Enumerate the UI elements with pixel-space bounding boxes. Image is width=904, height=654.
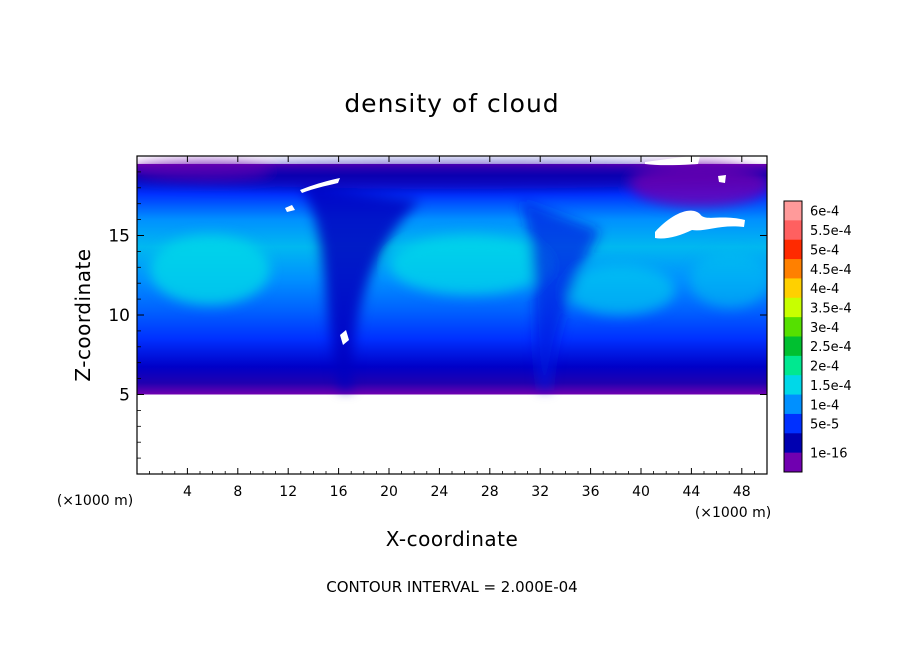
x-tick-label: 24	[430, 484, 448, 500]
cyan-core-mid	[390, 235, 550, 295]
colorbar-swatch	[784, 278, 802, 299]
x-tick-label: 36	[582, 484, 600, 500]
x-tick-label: 16	[330, 484, 348, 500]
cyan-core-left	[150, 235, 270, 305]
colorbar-label: 3.5e-4	[810, 301, 852, 316]
colorbar-label: 2.5e-4	[810, 340, 852, 355]
colorbar-swatch	[784, 297, 802, 318]
colorbar-swatch	[784, 433, 802, 454]
cyan-core-right	[565, 265, 675, 315]
colorbar-swatch	[784, 201, 802, 221]
colorbar-label: 6e-4	[810, 205, 839, 220]
y-tick-label: 10	[108, 306, 130, 326]
x-tick-label: 20	[380, 484, 398, 500]
colorbar-swatch	[784, 317, 802, 337]
colorbar-label: 3e-4	[810, 321, 839, 336]
x-tick-label: 28	[481, 484, 499, 500]
colorbar-label: 4.5e-4	[810, 263, 852, 278]
colorbar-label: 5e-4	[810, 243, 839, 258]
colorbar-label: 5.5e-4	[810, 224, 852, 239]
x-tick-label: 40	[632, 484, 650, 500]
x-axis-ticks: 4 8 12 16 20 24 28 32 36 40 44 48	[149, 156, 755, 500]
colorbar-swatch	[784, 375, 802, 396]
colorbar-swatch	[784, 413, 802, 434]
x-tick-label: 32	[531, 484, 549, 500]
colorbar-swatch	[784, 452, 802, 473]
colorbar-swatch	[784, 336, 802, 357]
colorbar-label: 4e-4	[810, 282, 839, 297]
x-axis-unit-right: (×1000 m)	[695, 505, 771, 521]
x-tick-label: 48	[733, 484, 751, 500]
contour-interval-note: CONTOUR INTERVAL = 2.000E-04	[326, 578, 577, 596]
colorbar-swatch	[784, 220, 802, 241]
y-tick-label: 15	[108, 227, 130, 247]
colorbar-label: 1e-4	[810, 398, 839, 413]
y-axis-ticks: 5 10 15	[108, 171, 767, 459]
x-tick-label: 44	[682, 484, 700, 500]
cyan-core-far	[690, 252, 767, 308]
colorbar-label: 1.5e-4	[810, 379, 852, 394]
clear-gaps	[285, 156, 745, 345]
updraft-left	[300, 185, 420, 390]
purple-top-right	[630, 163, 767, 207]
dark-top-band	[137, 161, 767, 189]
colorbar-frame	[783, 200, 803, 473]
x-tick-label: 12	[279, 484, 297, 500]
purple-top-left	[137, 160, 270, 180]
y-tick-label: 5	[119, 386, 130, 406]
colorbar-swatch	[784, 355, 802, 376]
colorbar: 6e-4 5.5e-4 5e-4 4.5e-4 4e-4 3.5e-4 3e-4 2.5e-4…	[783, 200, 852, 473]
colorbar-swatch	[784, 394, 802, 415]
colorbar-label: 1e-16	[810, 447, 848, 462]
chart-title: density of cloud	[344, 89, 559, 118]
y-axis-label: Z-coordinate	[71, 248, 95, 381]
colorbar-swatch	[784, 259, 802, 279]
x-tick-label: 4	[183, 484, 192, 500]
colorbar-swatch	[784, 239, 802, 260]
x-axis-unit-left: (×1000 m)	[57, 493, 133, 509]
x-axis-label: X-coordinate	[386, 527, 519, 551]
colorbar-label: 2e-4	[810, 360, 839, 375]
density-field	[137, 156, 767, 395]
x-tick-label: 8	[233, 484, 242, 500]
colorbar-label: 5e-5	[810, 418, 839, 433]
updraft-right	[520, 200, 600, 390]
